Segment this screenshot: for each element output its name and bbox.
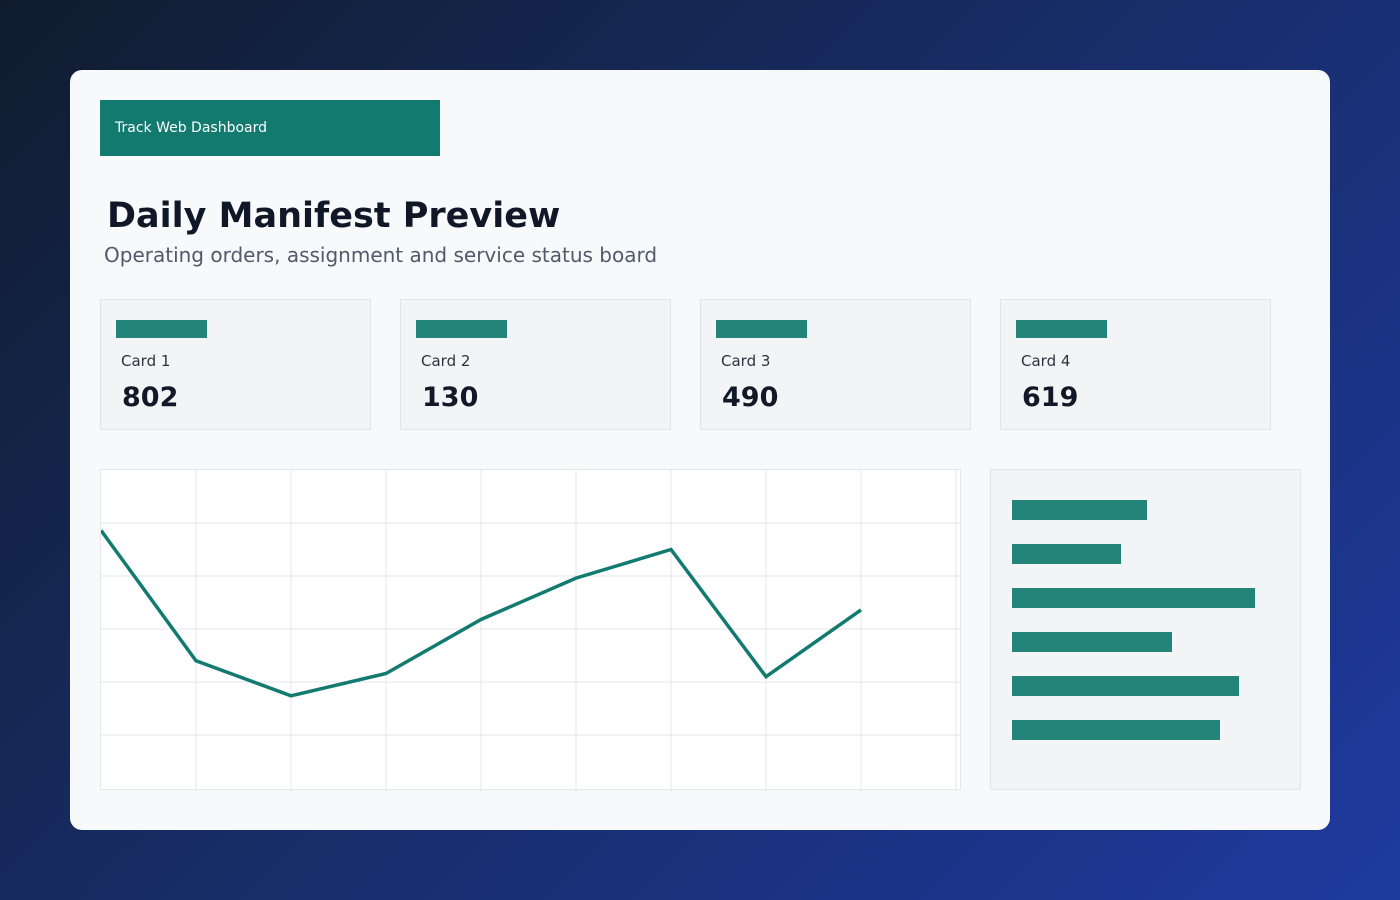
page-subtitle: Operating orders, assignment and service…: [104, 243, 658, 267]
page-title: Daily Manifest Preview: [107, 196, 561, 236]
bar: [1012, 632, 1172, 652]
card-accent-bar: [416, 320, 507, 338]
line-chart-svg: [101, 470, 962, 791]
stat-card-3[interactable]: Card 3 490: [700, 299, 971, 430]
stat-card-2[interactable]: Card 2 130: [400, 299, 671, 430]
card-value: 802: [122, 382, 179, 413]
card-label: Card 2: [421, 352, 471, 370]
line-chart: [100, 469, 962, 791]
card-accent-bar: [1016, 320, 1107, 338]
bar: [1012, 588, 1255, 608]
card-label: Card 1: [121, 352, 171, 370]
card-accent-bar: [116, 320, 207, 338]
card-label: Card 3: [721, 352, 771, 370]
bar-chart: [990, 469, 1301, 790]
stat-card-1[interactable]: Card 1 802: [100, 299, 371, 430]
dashboard-panel: Track Web Dashboard Daily Manifest Previ…: [70, 70, 1330, 830]
card-value: 130: [422, 382, 479, 413]
bar: [1012, 500, 1147, 520]
app-title-bar[interactable]: Track Web Dashboard: [100, 100, 440, 156]
card-value: 619: [1022, 382, 1079, 413]
stat-card-4[interactable]: Card 4 619: [1000, 299, 1271, 430]
bar: [1012, 544, 1121, 564]
series-line: [101, 529, 863, 698]
card-value: 490: [722, 382, 779, 413]
card-label: Card 4: [1021, 352, 1071, 370]
card-accent-bar: [716, 320, 807, 338]
bar: [1012, 676, 1239, 696]
bar: [1012, 720, 1220, 740]
